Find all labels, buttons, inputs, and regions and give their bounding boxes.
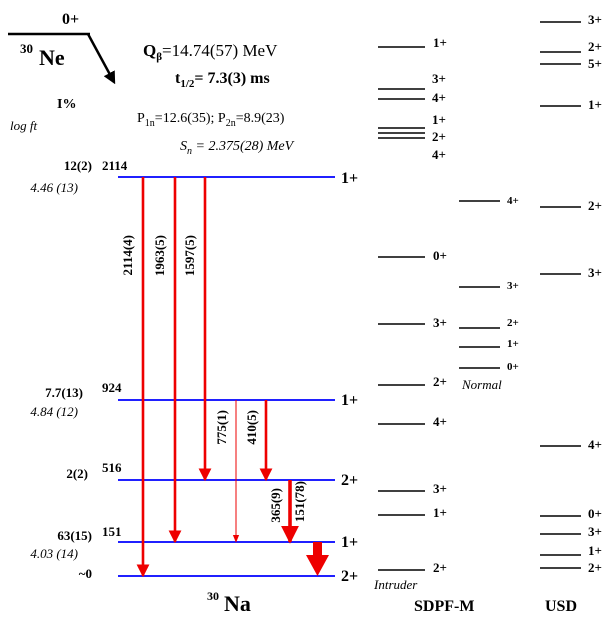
level-spin: 1+ [341,170,358,187]
level-spin: 1+ [341,534,358,551]
beta-decay-arrow [86,33,116,85]
normal-tag: Normal [461,377,502,392]
level-spin: 1+ [341,392,358,409]
transition-label: 1597(5) [182,235,197,276]
level-intensity: 2(2) [66,466,88,481]
model-spin: 0+ [433,248,447,263]
model-spin: 4+ [432,147,446,162]
model-spin: 1+ [507,338,519,350]
model-spin: 4+ [432,90,446,105]
model-spin: 0+ [588,506,602,521]
model-spin: 3+ [433,481,447,496]
model-spin: 2+ [433,560,447,575]
level-logft: 4.46 (13) [30,180,78,195]
sdpf-label: SDPF-M [414,598,474,615]
model-spin: 1+ [588,543,602,558]
daughter-symbol: Na [224,591,251,616]
daughter-mass: 30 [207,589,219,603]
model-spin: 3+ [433,315,447,330]
level-intensity: 12(2) [64,158,92,173]
level-intensity: ~0 [79,566,92,581]
q-value: Qβ=14.74(57) MeV [143,41,278,63]
half-life: t1/2= 7.3(3) ms [175,70,270,90]
model-spin: 3+ [588,524,602,539]
transition-label: 2114(4) [120,235,135,275]
model-spin: 3+ [588,265,602,280]
model-spin: 4+ [588,437,602,452]
model-spin: 1+ [588,97,602,112]
usd-column: 3+ 2+ 5+ 1+ 2+ 3+ 4+ 0+ 3+ 1+ 2+ [540,12,602,575]
level-spin: 2+ [341,568,358,585]
model-spin: 3+ [507,280,519,292]
transition-label: 775(1) [214,410,229,445]
model-spin: 2+ [588,198,602,213]
model-spin: 1+ [433,505,447,520]
model-spin: 2+ [507,317,519,329]
usd-label: USD [545,598,577,615]
model-spin: 3+ [588,12,602,27]
level-energy: 924 [102,380,122,395]
intruder-tag: Intruder [373,577,418,592]
level-spin: 2+ [341,472,358,489]
model-spin: 1+ [432,112,446,127]
gamma-transitions: 2114(4) 1963(5) 1597(5) 775(1) 410(5) 36… [120,177,329,578]
level-intensity: 63(15) [57,528,92,543]
decay-properties: Qβ=14.74(57) MeV t1/2= 7.3(3) ms P1n=12.… [137,41,295,157]
model-spin: 2+ [433,374,447,389]
logft-header: log ft [10,118,37,133]
transition-label: 1963(5) [152,235,167,276]
model-spin: 2+ [588,560,602,575]
parent-nucleus: 0+ 30 Ne [8,11,116,85]
model-spin: 3+ [432,71,446,86]
level-energy: 516 [102,460,122,475]
parent-spin: 0+ [62,11,79,28]
parent-mass: 30 [20,41,33,56]
intensity-header: I% [57,97,76,112]
level-intensity: 7.7(13) [45,385,83,400]
sdpf-intruder-column: 1+ 3+ 4+ 1+ 2+ 4+ 0+ 3+ 2+ 4+ 3+ 1+ 2+ I… [373,35,447,592]
level-energy: 151 [102,524,122,539]
transition-label: 151(78) [292,481,307,522]
sdpf-normal-column: 4+ 3+ 2+ 1+ 0+ Normal [459,195,519,392]
transition-label: 410(5) [244,410,259,445]
level-logft: 4.03 (14) [30,546,78,561]
model-spin: 5+ [588,56,602,71]
level-energy: 2114 [102,158,128,173]
daughter-levels: 2114 1+ 12(2) 4.46 (13) 924 1+ 7.7(13) 4… [30,158,358,616]
model-spin: 4+ [507,195,519,207]
transition-label: 365(9) [268,488,283,523]
model-spin: 2+ [432,129,446,144]
parent-symbol: Ne [39,45,65,70]
model-spin: 1+ [433,35,447,50]
transition-arrow-151 [306,542,329,576]
neutron-separation-energy: Sn = 2.375(28) MeV [180,139,295,157]
model-spin: 0+ [507,361,519,373]
level-logft: 4.84 (12) [30,404,78,419]
model-spin: 4+ [433,414,447,429]
neutron-emission-probabilities: P1n=12.6(35); P2n=8.9(23) [137,111,285,129]
model-spin: 2+ [588,39,602,54]
